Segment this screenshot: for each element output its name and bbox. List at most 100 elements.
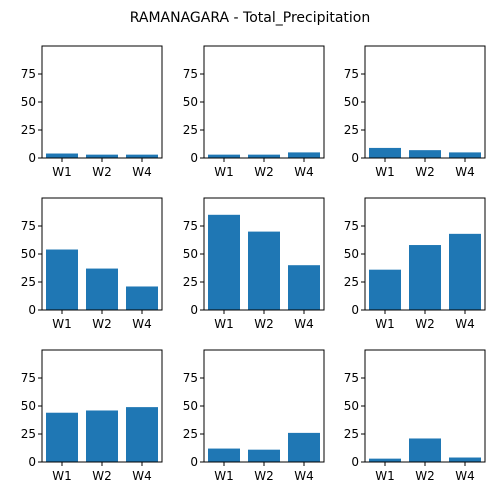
- bar-w1: [369, 458, 401, 462]
- y-tick-label: 75: [21, 219, 36, 233]
- x-tick-label: W2: [92, 469, 112, 483]
- x-tick-label: W4: [294, 317, 314, 331]
- y-tick-label: 75: [344, 67, 359, 81]
- y-tick-label: 25: [21, 275, 36, 289]
- bar-w2: [409, 150, 441, 158]
- y-tick-label: 0: [351, 455, 359, 469]
- y-tick-label: 50: [344, 95, 359, 109]
- axes-frame: [203, 45, 325, 159]
- bar-w4: [126, 154, 158, 158]
- x-tick-label: W2: [92, 165, 112, 179]
- x-tick-label: W4: [132, 469, 152, 483]
- subplot-8: 0 25 50 75 W1 W2 W4: [183, 349, 325, 483]
- bar-w4: [449, 233, 481, 310]
- x-tick-label: W2: [92, 317, 112, 331]
- y-tick-label: 25: [344, 123, 359, 137]
- subplot-5: 0 25 50 75 W1 W2 W4: [183, 197, 325, 331]
- x-tick-label: W1: [214, 317, 234, 331]
- bar-w1: [46, 153, 78, 158]
- bar-w4: [288, 152, 320, 158]
- bar-w2: [409, 438, 441, 462]
- bar-w1: [46, 249, 78, 310]
- x-tick-label: W4: [455, 165, 475, 179]
- x-tick-label: W4: [455, 317, 475, 331]
- subplot-6: 0 25 50 75 W1 W2 W4: [344, 197, 486, 331]
- bar-w1: [208, 214, 240, 310]
- y-tick-label: 75: [21, 371, 36, 385]
- x-tick-label: W2: [254, 469, 274, 483]
- y-tick-label: 50: [21, 399, 36, 413]
- bar-w2: [409, 245, 441, 310]
- figure-title: RAMANAGARA - Total_Precipitation: [130, 10, 371, 26]
- y-tick-label: 25: [183, 123, 198, 137]
- subplot-7: 0 25 50 75 W1 W2 W4: [21, 349, 163, 483]
- y-tick-label: 75: [183, 219, 198, 233]
- bar-w2: [86, 154, 118, 158]
- y-tick-label: 0: [28, 151, 36, 165]
- subplot-9: 0 25 50 75 W1 W2 W4: [344, 349, 486, 483]
- axes-frame: [364, 45, 486, 159]
- x-tick-label: W4: [294, 469, 314, 483]
- x-tick-label: W4: [132, 165, 152, 179]
- x-tick-label: W2: [415, 469, 435, 483]
- y-tick-label: 25: [183, 427, 198, 441]
- x-tick-label: W1: [52, 469, 72, 483]
- y-tick-label: 75: [183, 67, 198, 81]
- x-tick-label: W4: [455, 469, 475, 483]
- x-tick-label: W2: [254, 165, 274, 179]
- y-tick-label: 25: [183, 275, 198, 289]
- y-tick-label: 50: [183, 95, 198, 109]
- y-tick-label: 0: [351, 303, 359, 317]
- y-tick-label: 25: [21, 123, 36, 137]
- x-tick-label: W1: [52, 165, 72, 179]
- y-tick-label: 50: [344, 247, 359, 261]
- y-tick-label: 50: [21, 247, 36, 261]
- y-tick-label: 75: [344, 371, 359, 385]
- x-tick-label: W4: [132, 317, 152, 331]
- bar-w1: [369, 269, 401, 310]
- bar-w2: [248, 449, 280, 462]
- y-tick-label: 50: [183, 399, 198, 413]
- x-tick-label: W4: [294, 165, 314, 179]
- bar-w4: [126, 286, 158, 310]
- x-tick-label: W1: [375, 317, 395, 331]
- bar-w4: [449, 152, 481, 158]
- bar-w4: [126, 407, 158, 462]
- x-tick-label: W1: [375, 165, 395, 179]
- bar-w2: [86, 268, 118, 310]
- bar-w2: [248, 231, 280, 310]
- bar-w4: [288, 432, 320, 462]
- bar-w4: [449, 457, 481, 462]
- y-tick-label: 75: [344, 219, 359, 233]
- bar-w1: [46, 412, 78, 462]
- y-tick-label: 75: [183, 371, 198, 385]
- bar-w1: [369, 147, 401, 158]
- x-tick-label: W2: [254, 317, 274, 331]
- x-tick-label: W1: [214, 469, 234, 483]
- bar-w1: [208, 154, 240, 158]
- y-tick-label: 0: [28, 303, 36, 317]
- x-tick-label: W1: [214, 165, 234, 179]
- bar-w2: [248, 154, 280, 158]
- y-tick-label: 75: [21, 67, 36, 81]
- y-tick-label: 0: [190, 303, 198, 317]
- y-tick-label: 0: [190, 455, 198, 469]
- x-tick-label: W1: [52, 317, 72, 331]
- subplot-4: 0 25 50 75 W1 W2 W4: [21, 197, 163, 331]
- y-tick-label: 25: [344, 275, 359, 289]
- y-tick-label: 0: [190, 151, 198, 165]
- x-tick-label: W2: [415, 165, 435, 179]
- bar-w4: [288, 265, 320, 310]
- y-tick-label: 0: [351, 151, 359, 165]
- y-tick-label: 50: [21, 95, 36, 109]
- y-tick-label: 0: [28, 455, 36, 469]
- x-tick-label: W1: [375, 469, 395, 483]
- bar-w1: [208, 448, 240, 462]
- axes-frame: [41, 45, 163, 159]
- bar-w2: [86, 410, 118, 462]
- y-tick-label: 50: [344, 399, 359, 413]
- subplot-1: 0 25 50 75 W1 W2 W4: [21, 45, 163, 179]
- x-tick-label: W2: [415, 317, 435, 331]
